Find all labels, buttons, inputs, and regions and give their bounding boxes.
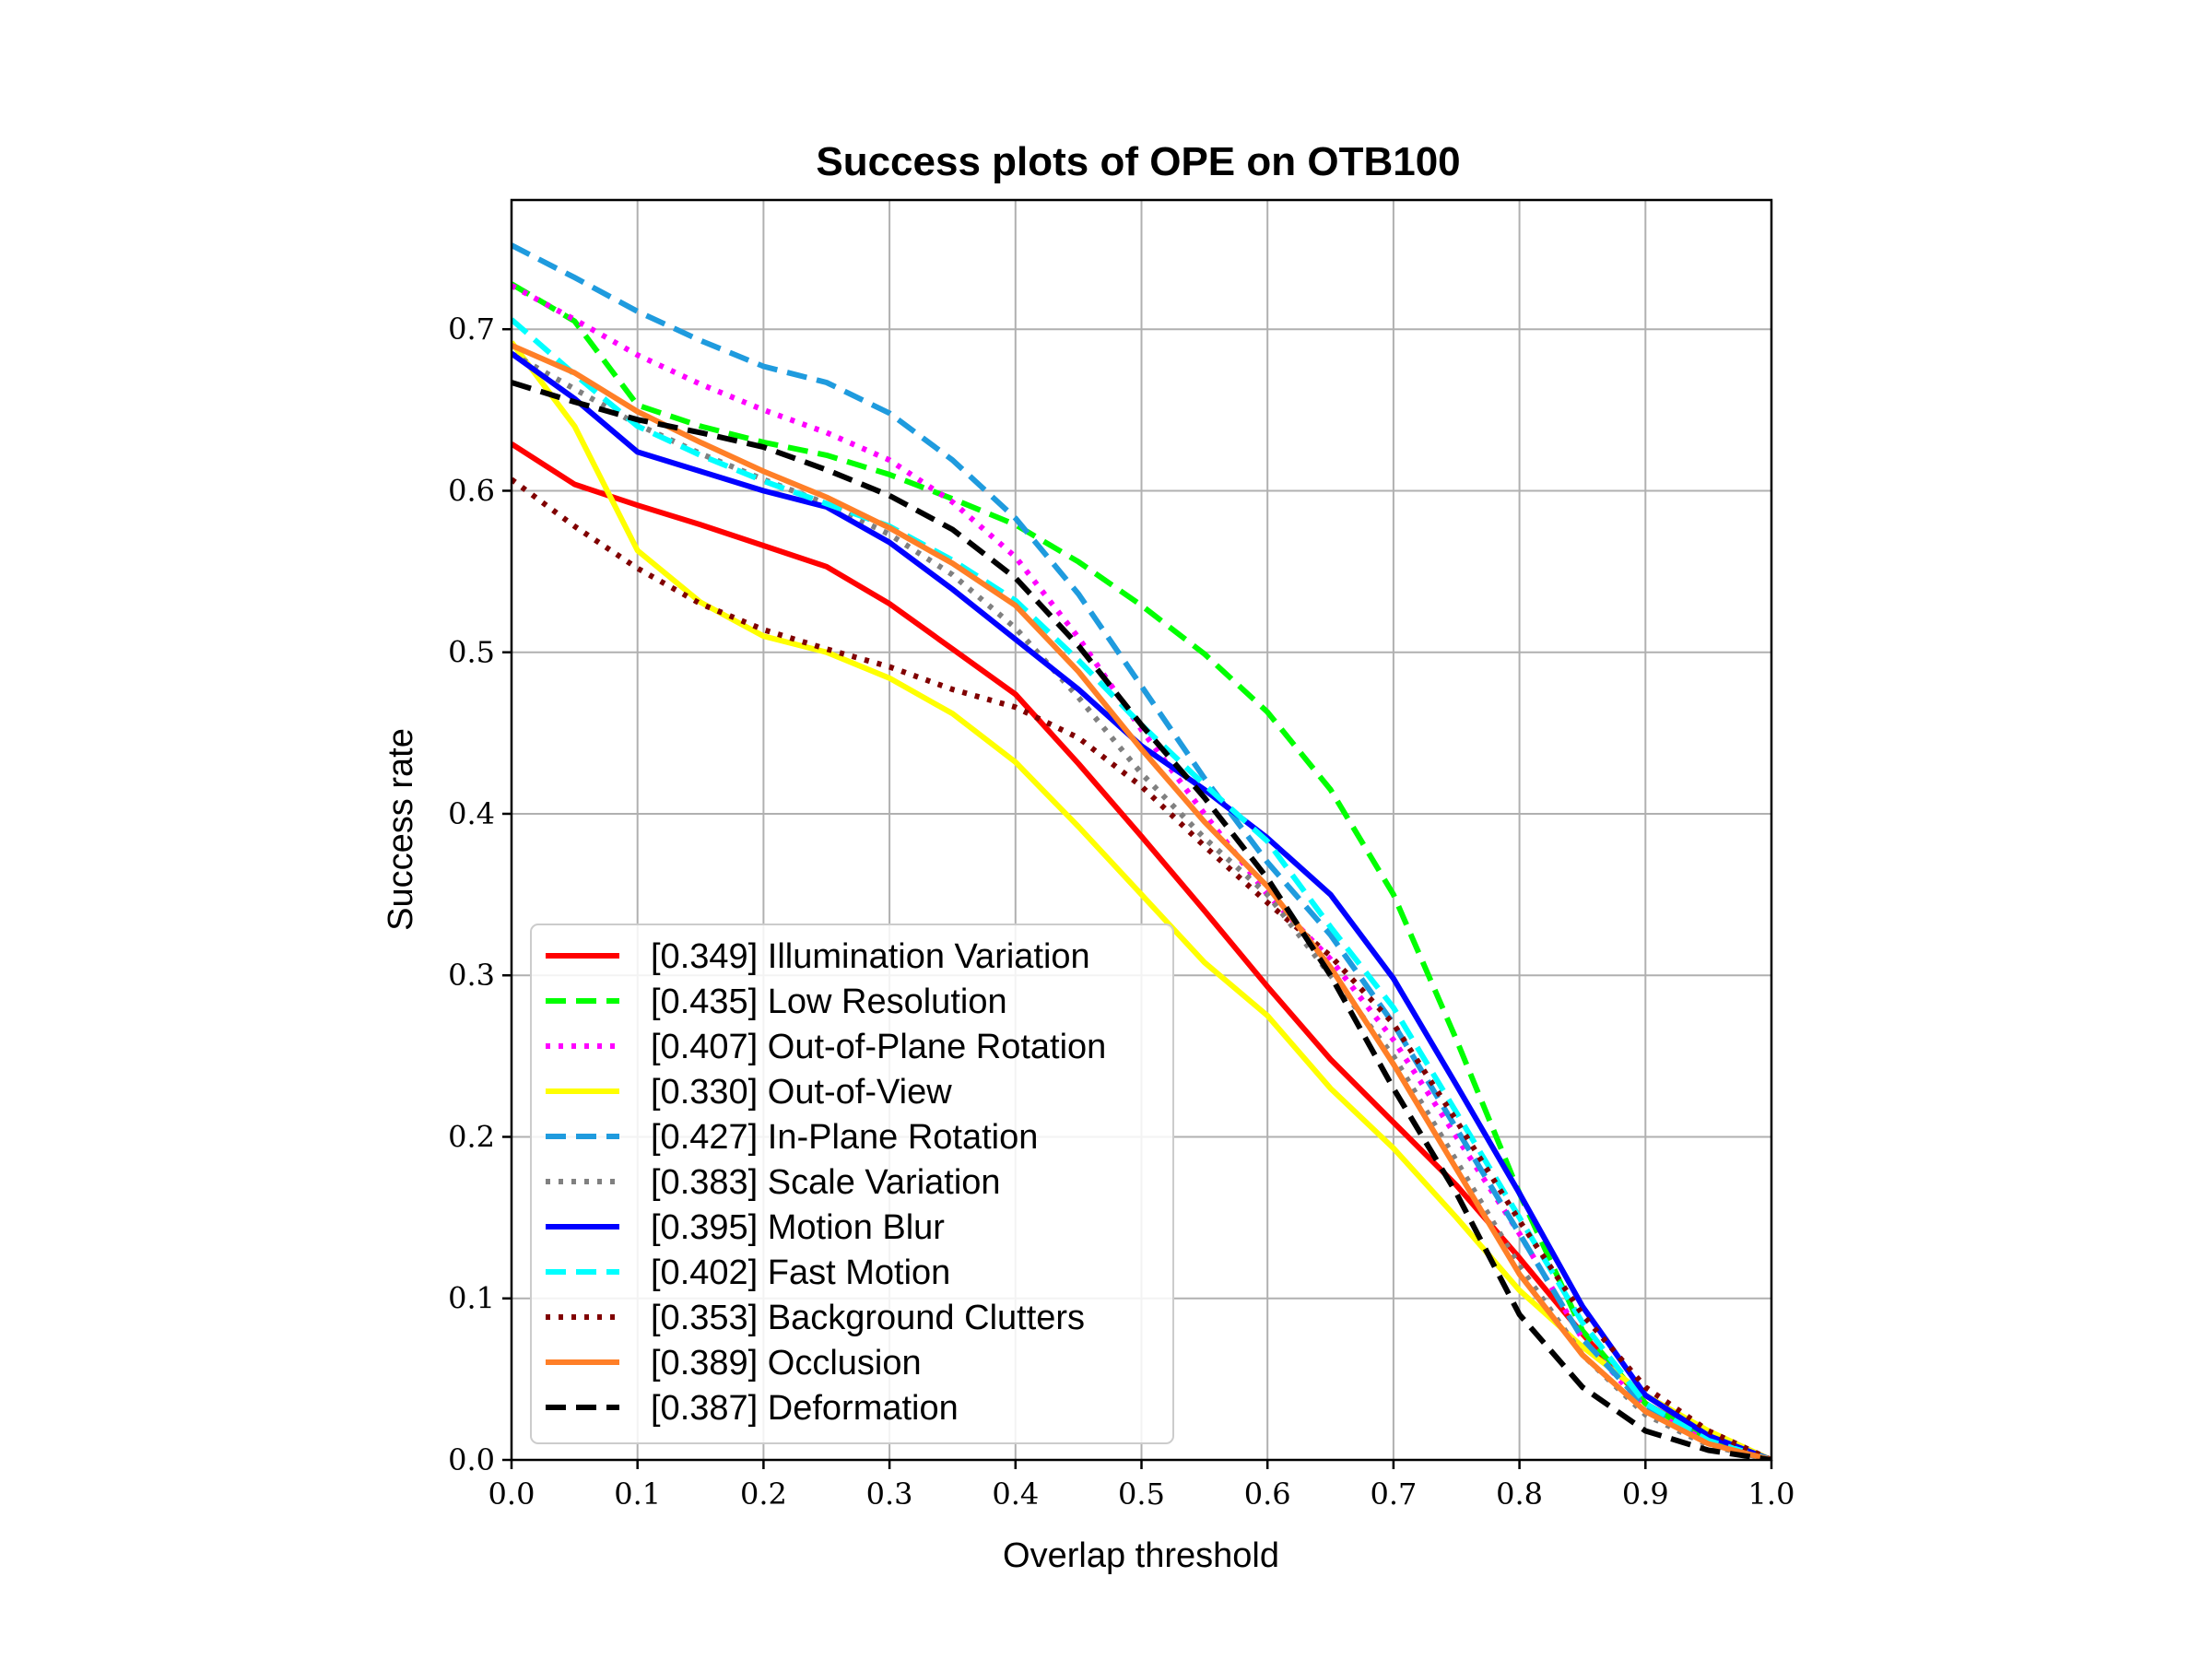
series-line-7 bbox=[512, 317, 1771, 1460]
legend-entry-10: [0.387] Deformation bbox=[651, 1389, 959, 1428]
x-tick-label: 0.7 bbox=[1370, 1477, 1417, 1512]
y-tick-label: 0.5 bbox=[448, 635, 495, 670]
legend-entry-4: [0.427] In-Plane Rotation bbox=[651, 1118, 1038, 1157]
legend-entry-0: [0.349] Illumination Variation bbox=[651, 937, 1090, 976]
legend-entry-5: [0.383] Scale Variation bbox=[651, 1163, 1001, 1202]
legend: [0.349] Illumination Variation [0.435] Lo… bbox=[530, 924, 1174, 1444]
x-tick-label: 1.0 bbox=[1748, 1477, 1795, 1512]
legend-entry-9: [0.389] Occlusion bbox=[651, 1344, 922, 1382]
series-line-2 bbox=[512, 283, 1771, 1460]
x-tick-label: 0.1 bbox=[614, 1477, 661, 1512]
legend-entry-6: [0.395] Motion Blur bbox=[651, 1208, 945, 1247]
series-line-4 bbox=[512, 242, 1771, 1460]
chart-title: Success plots of OPE on OTB100 bbox=[816, 139, 1460, 184]
legend-entry-1: [0.435] Low Resolution bbox=[651, 982, 1007, 1021]
legend-entry-3: [0.330] Out-of-View bbox=[651, 1073, 952, 1112]
y-tick-label: 0.3 bbox=[448, 958, 495, 993]
x-tick-label: 0.9 bbox=[1622, 1477, 1669, 1512]
y-tick-label: 0.2 bbox=[448, 1119, 495, 1154]
legend-box bbox=[530, 924, 1174, 1444]
x-tick-label: 0.2 bbox=[740, 1477, 787, 1512]
y-tick-label: 0.0 bbox=[448, 1442, 495, 1477]
y-tick-label: 0.7 bbox=[448, 312, 495, 347]
x-axis-label: Overlap threshold bbox=[1003, 1536, 1279, 1575]
series-lines bbox=[512, 242, 1771, 1460]
legend-entry-2: [0.407] Out-of-Plane Rotation bbox=[651, 1028, 1106, 1066]
series-line-9 bbox=[512, 342, 1771, 1460]
x-tick-label: 0.5 bbox=[1118, 1477, 1165, 1512]
series-line-10 bbox=[512, 380, 1771, 1460]
series-line-0 bbox=[512, 441, 1771, 1460]
legend-entry-8: [0.353] Background Clutters bbox=[651, 1299, 1085, 1337]
y-tick-label: 0.6 bbox=[448, 473, 495, 508]
y-tick-label: 0.4 bbox=[448, 796, 495, 831]
x-tick-label: 0.4 bbox=[992, 1477, 1039, 1512]
legend-entry-7: [0.402] Fast Motion bbox=[651, 1253, 950, 1292]
y-axis-label: Success rate bbox=[382, 728, 420, 931]
y-tick-label: 0.1 bbox=[448, 1281, 495, 1316]
x-tick-label: 0.6 bbox=[1244, 1477, 1291, 1512]
series-line-8 bbox=[512, 477, 1771, 1460]
axis-ticks: 0.0 0.1 0.2 0.3 0.4 0.5 0.6 0.7 0.8 0.9 1.0 0.0 0.1 0… bbox=[448, 312, 1794, 1512]
x-tick-label: 0.0 bbox=[488, 1477, 535, 1512]
x-tick-label: 0.8 bbox=[1496, 1477, 1543, 1512]
x-tick-label: 0.3 bbox=[866, 1477, 913, 1512]
